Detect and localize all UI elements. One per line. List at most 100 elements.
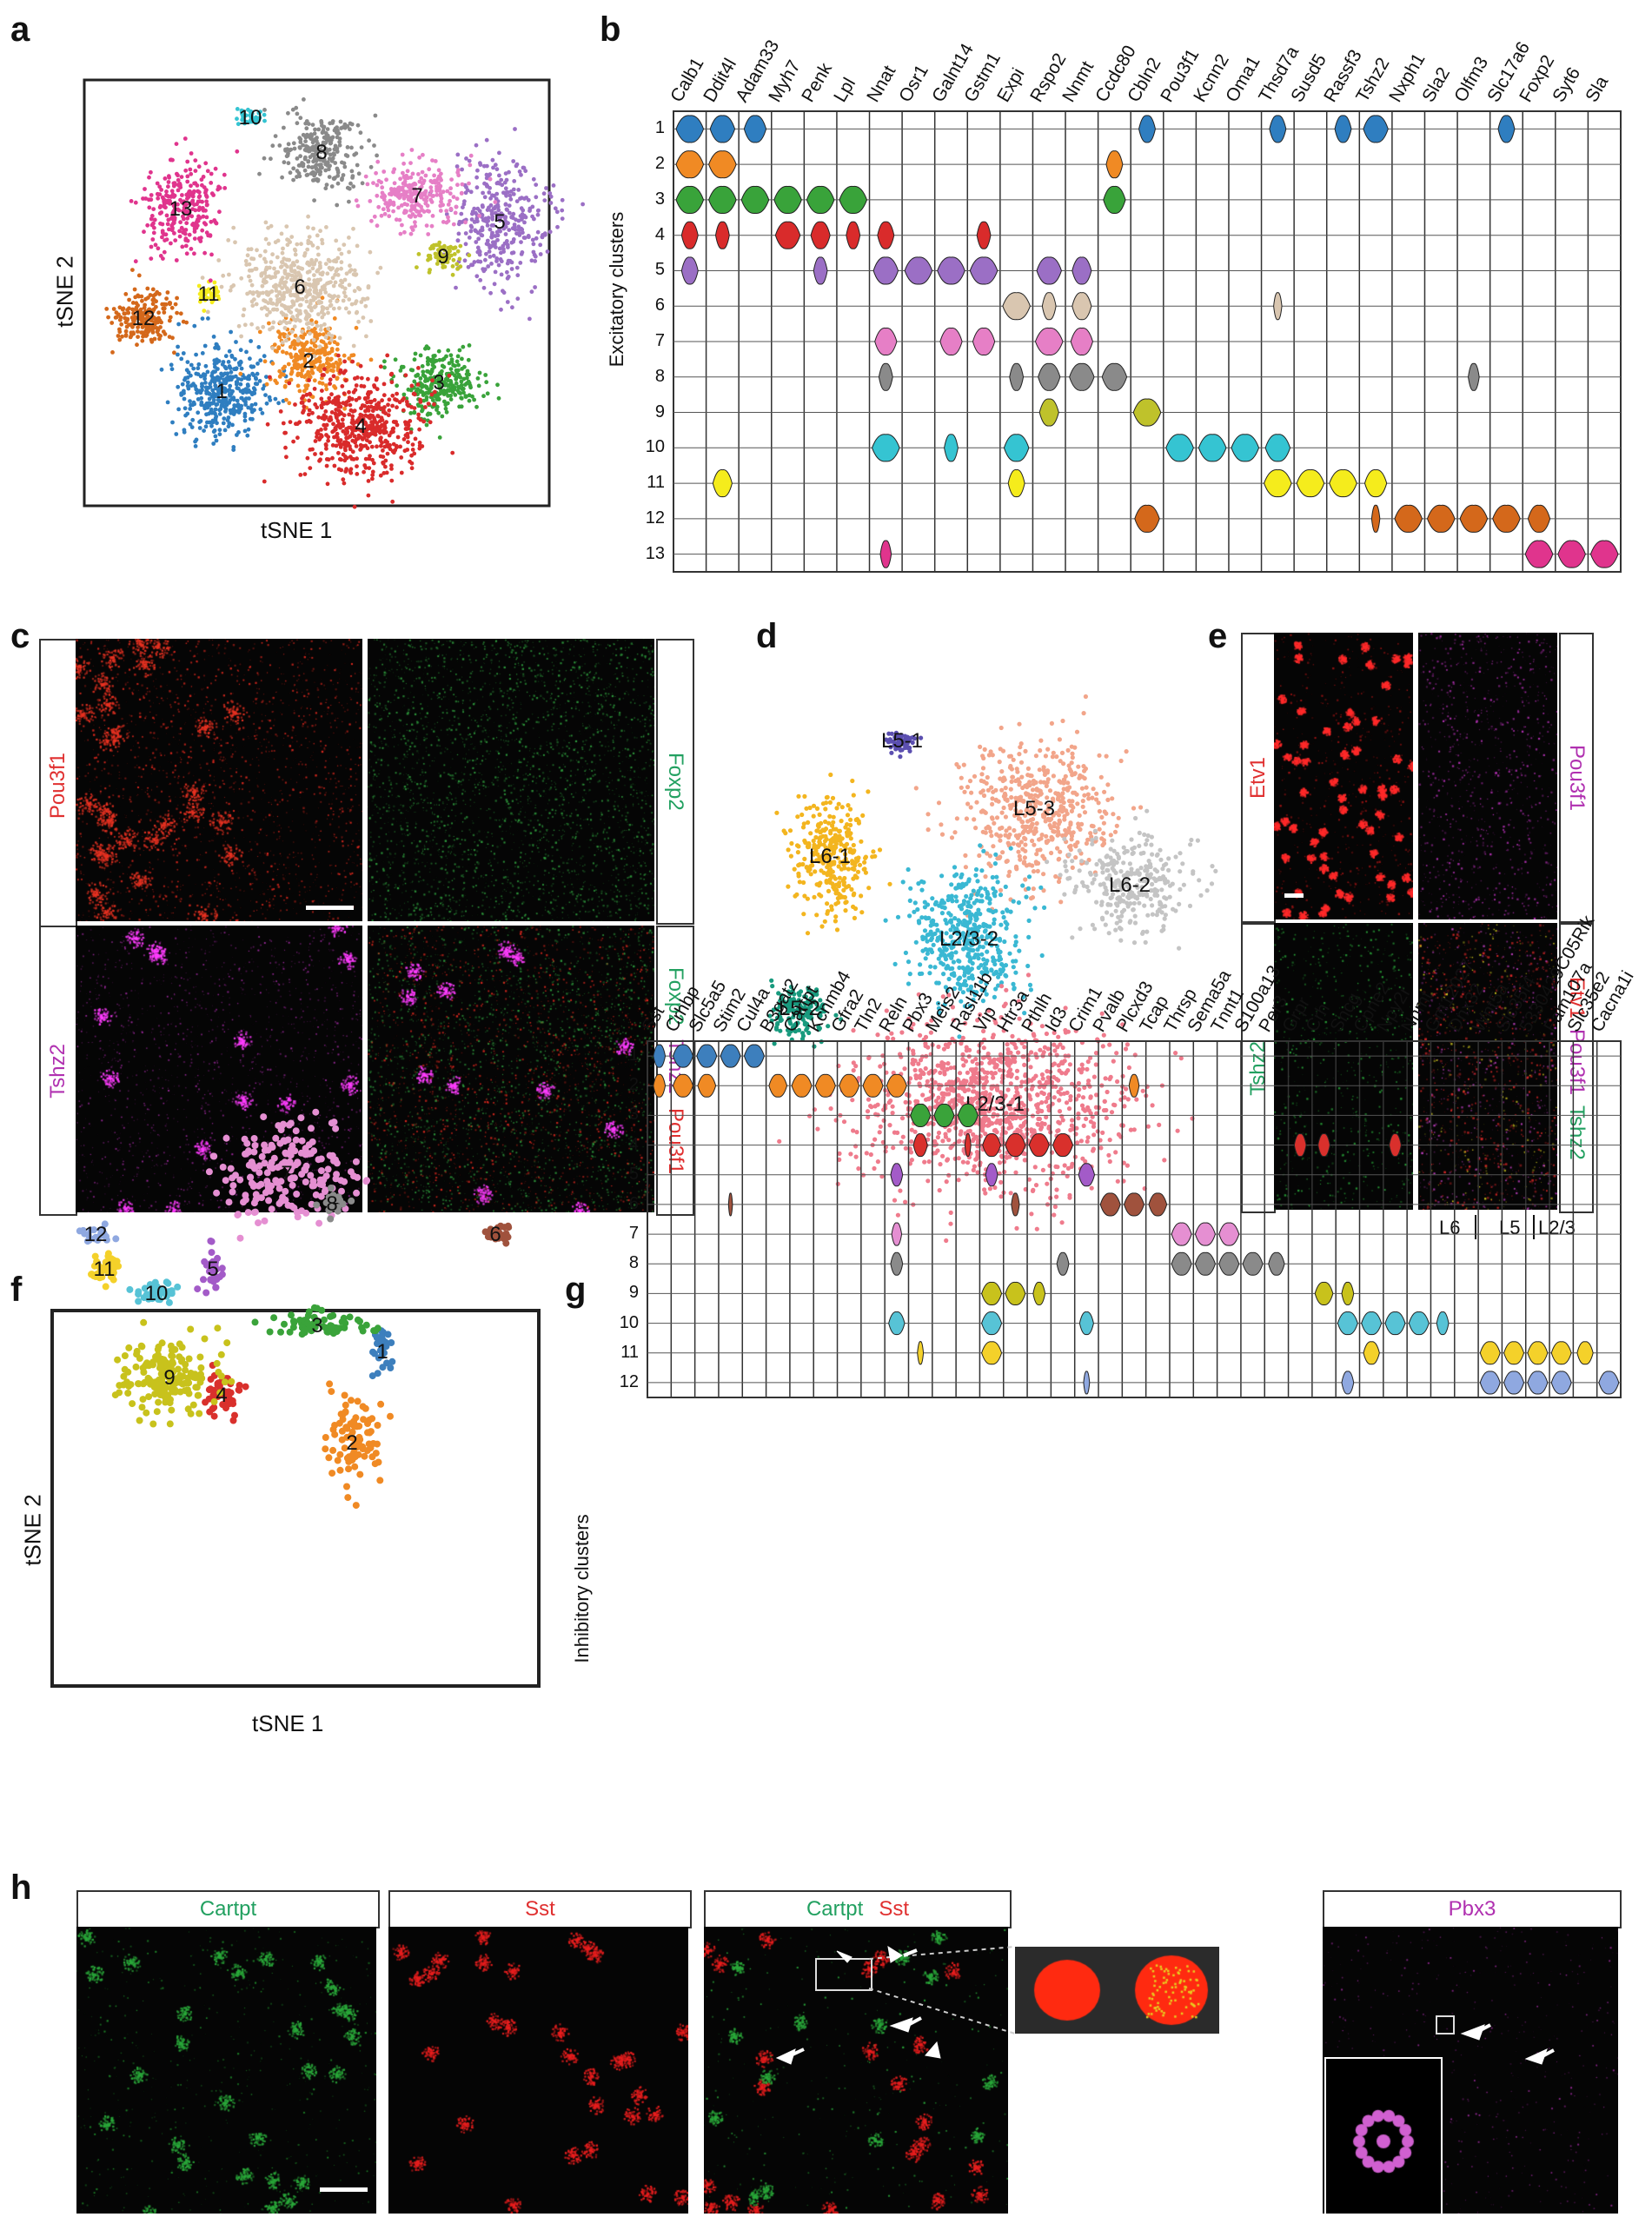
tsne-d-point	[1116, 914, 1121, 919]
tsne-a-point	[319, 405, 324, 410]
tsne-d-point	[1160, 866, 1165, 872]
tsne-a-point	[428, 371, 434, 376]
tsne-a-point	[322, 156, 327, 162]
tsne-a-point	[480, 213, 485, 218]
tsne-d-point	[1050, 754, 1055, 760]
tsne-a-point	[136, 316, 142, 321]
tsne-a-point	[328, 280, 333, 284]
tsne-a-point	[254, 115, 258, 120]
tsne-a-point	[418, 191, 422, 196]
tsne-d-point	[1037, 767, 1042, 773]
tsne-a-point	[467, 343, 472, 348]
tsne-d-point	[1110, 796, 1115, 801]
tsne-a-point	[302, 357, 308, 362]
tsne-a-point	[387, 397, 392, 402]
tsne-a-point	[197, 236, 202, 241]
tsne-a-point	[303, 373, 309, 378]
tsne-a-point	[409, 148, 415, 152]
violin-b-violin	[1273, 292, 1283, 321]
tsne-a-point	[484, 137, 489, 143]
tsne-a-point	[301, 143, 305, 148]
tsne-a-point	[363, 465, 368, 470]
tsne-a-point	[131, 311, 136, 316]
tsne-a-point	[433, 179, 437, 184]
tsne-a-point	[258, 110, 262, 114]
tsne-a-point	[206, 411, 211, 416]
tsne-a-point	[450, 264, 455, 269]
tsne-a-point	[460, 182, 465, 187]
tsne-a-point	[283, 313, 289, 318]
tsne-a-point	[464, 185, 468, 189]
tsne-a-point	[159, 188, 164, 192]
tsne-d-point	[1086, 888, 1091, 893]
tsne-a-point	[378, 454, 383, 459]
tsne-a-point	[510, 305, 514, 310]
tsne-d-point	[1148, 896, 1153, 902]
tsne-a-point	[327, 265, 332, 270]
tsne-a-point	[295, 285, 300, 290]
tsne-a-point	[307, 321, 311, 326]
tsne-a-point	[378, 364, 383, 369]
tsne-d-point	[796, 871, 801, 877]
tsne-a-point	[252, 408, 256, 413]
tsne-a-point	[322, 416, 327, 421]
tsne-a-point	[294, 105, 299, 110]
tsne-a-point	[151, 315, 156, 320]
tsne-a-point	[340, 421, 345, 427]
tsne-d-point	[831, 885, 836, 890]
tsne-a-point	[416, 412, 421, 417]
tsne-d-point	[997, 855, 1003, 860]
tsne-a-point	[382, 421, 388, 426]
tsne-d-point	[1155, 888, 1160, 893]
tsne-d-point	[812, 845, 817, 850]
tsne-a-point	[338, 361, 342, 365]
tsne-a-point	[295, 317, 300, 322]
tsne-a-point	[161, 256, 165, 261]
tsne-a-point	[178, 197, 182, 202]
tsne-d-point	[1017, 795, 1022, 801]
tsne-a-point	[349, 169, 355, 174]
tsne-d-point	[1025, 824, 1030, 830]
tsne-d-point	[1056, 879, 1062, 885]
tsne-a-point	[150, 329, 155, 333]
tsne-a-point	[227, 388, 232, 392]
tsne-a-point	[309, 171, 314, 176]
tsne-a-point	[312, 177, 317, 183]
tsne-d-point	[812, 842, 817, 847]
tsne-a-point	[280, 250, 285, 256]
tsne-d-point	[1015, 811, 1020, 816]
tsne-d-point	[843, 900, 848, 906]
tsne-d-point	[1042, 769, 1047, 774]
tsne-a-point	[418, 191, 423, 196]
tsne-a-point	[204, 188, 209, 193]
tsne-a-point	[444, 371, 449, 376]
tsne-a-point	[325, 357, 330, 362]
tsne-d-point	[829, 862, 834, 867]
tsne-a-point	[349, 359, 355, 364]
tsne-a-point	[488, 176, 493, 182]
tsne-d-point	[1032, 809, 1037, 815]
tsne-a-point	[499, 215, 503, 220]
tsne-a-point	[490, 240, 495, 245]
tsne-a-point	[215, 402, 220, 407]
tsne-a-point	[333, 143, 338, 149]
tsne-a-point	[253, 402, 258, 407]
panel-letter-c: c	[10, 617, 30, 655]
tsne-a-point	[303, 282, 308, 286]
tsne-d-point	[894, 740, 900, 746]
tsne-d-point	[936, 800, 942, 806]
tsne-d-point	[850, 778, 855, 784]
tsne-a-point	[424, 195, 429, 200]
tsne-a-point	[397, 196, 401, 201]
tsne-a-point	[321, 158, 326, 163]
tsne-a-point	[381, 428, 385, 434]
tsne-a-point	[375, 223, 380, 229]
tsne-d-point	[1145, 877, 1151, 883]
tsne-d-point	[893, 747, 899, 752]
tsne-a-point	[192, 402, 197, 407]
tsne-a-point	[157, 192, 163, 197]
tsne-a-point	[132, 322, 136, 327]
tsne-a-point	[295, 371, 301, 376]
tsne-a-point	[228, 408, 233, 413]
tsne-a-point	[439, 372, 443, 377]
